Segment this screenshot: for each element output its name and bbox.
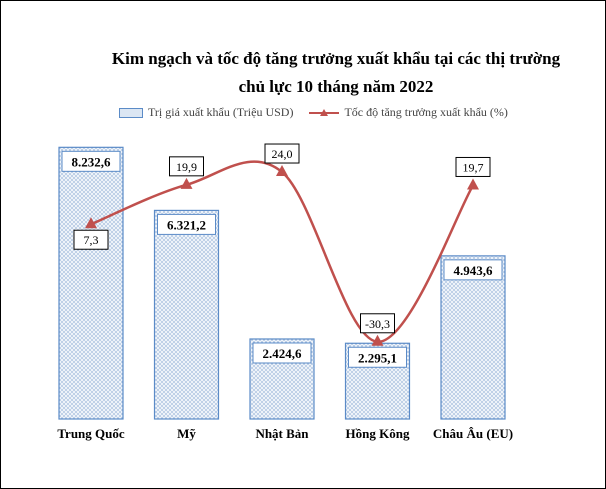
legend-bar: Trị giá xuất khẩu (Triệu USD) bbox=[119, 105, 293, 120]
legend: Trị giá xuất khẩu (Triệu USD) Tốc độ tăn… bbox=[119, 105, 508, 120]
bar-label-box bbox=[252, 342, 312, 364]
bar-data-label: 8.232,6 bbox=[72, 154, 112, 169]
line-data-label: 7,3 bbox=[84, 233, 99, 247]
line-data-label: 24,0 bbox=[272, 147, 293, 161]
line-data-label: 19,9 bbox=[176, 160, 197, 174]
chart-title: Kim ngạch và tốc độ tăng trưởng xuất khẩ… bbox=[111, 49, 561, 96]
line-marker bbox=[467, 178, 479, 190]
line-label-box bbox=[360, 313, 395, 334]
bar bbox=[440, 255, 506, 420]
x-tick-label: Nhật Bản bbox=[255, 426, 309, 441]
bar-label-box bbox=[157, 213, 216, 235]
bar bbox=[153, 209, 220, 420]
line-marker bbox=[276, 165, 288, 177]
bar-data-label: 2.295,1 bbox=[358, 350, 397, 365]
line-marker bbox=[85, 217, 97, 229]
line-marker bbox=[371, 334, 384, 346]
line-label-box bbox=[73, 229, 109, 250]
legend-bar-label: Trị giá xuất khẩu (Triệu USD) bbox=[148, 105, 294, 119]
line-data-label: -30,3 bbox=[365, 317, 390, 331]
bar-data-label: 6.321,2 bbox=[167, 217, 206, 232]
line-label-box bbox=[169, 156, 204, 177]
line-marker bbox=[180, 177, 193, 189]
legend-line-swatch bbox=[309, 108, 340, 116]
legend-bar-swatch bbox=[119, 107, 143, 118]
line-label-box bbox=[264, 143, 300, 164]
x-tick-label: Trung Quốc bbox=[57, 426, 125, 441]
legend-line: Tốc độ tăng trưởng xuất khẩu (%) bbox=[309, 105, 508, 120]
bar-data-label: 2.424,6 bbox=[263, 346, 303, 361]
line-data-label: 19,7 bbox=[463, 160, 484, 174]
growth-line bbox=[90, 160, 475, 344]
bar-data-label: 4.943,6 bbox=[454, 263, 494, 278]
x-tick-label: Châu Âu (EU) bbox=[433, 426, 513, 441]
line-label-box bbox=[455, 156, 491, 177]
x-tick-label: Mỹ bbox=[177, 426, 196, 441]
bar bbox=[58, 146, 124, 420]
bar-label-box bbox=[348, 346, 407, 368]
legend-line-label: Tốc độ tăng trưởng xuất khẩu (%) bbox=[344, 105, 508, 119]
x-tick-label: Hồng Kông bbox=[346, 426, 410, 441]
bar-label-box bbox=[61, 150, 121, 172]
bar-label-box bbox=[443, 259, 503, 281]
